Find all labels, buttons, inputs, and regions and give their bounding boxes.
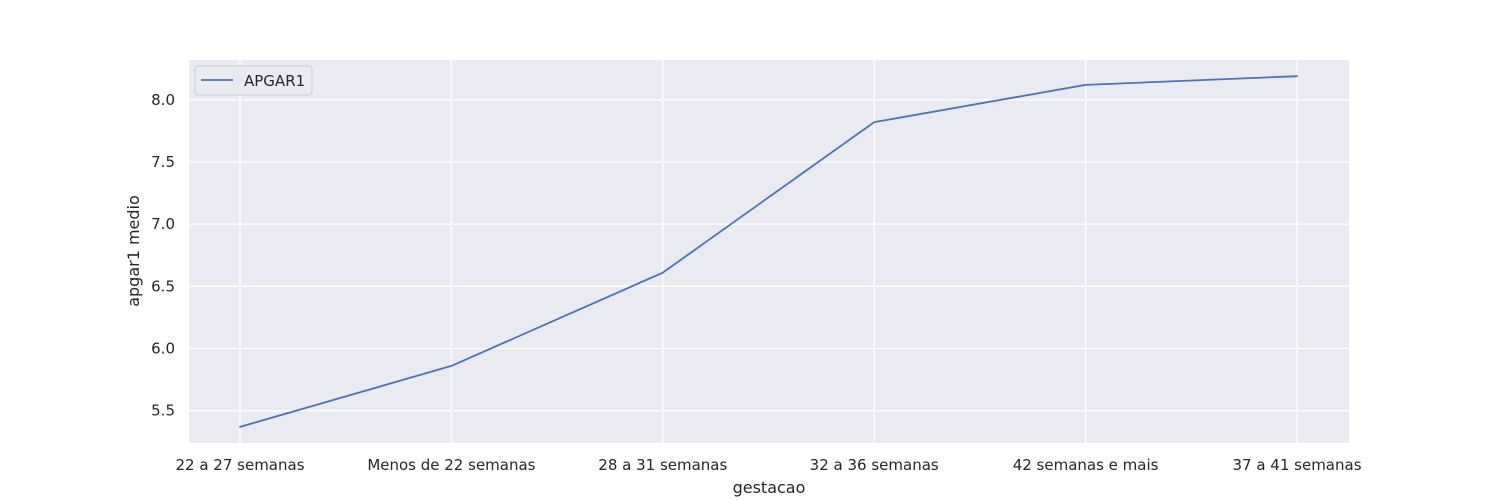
y-axis-label: apgar1 medio — [124, 195, 143, 307]
series-line-apgar1 — [239, 75, 1298, 428]
y-tick-label: 8.0 — [151, 91, 175, 109]
x-tick-label: 42 semanas e mais — [1013, 456, 1159, 474]
ticks-layer: 5.5 6.0 6.5 7.0 7.5 8.0 22 a 27 semanas Menos d… — [151, 91, 1362, 474]
x-tick-label: Menos de 22 semanas — [367, 456, 535, 474]
x-tick-label: 28 a 31 semanas — [598, 456, 727, 474]
y-tick-label: 6.5 — [151, 277, 175, 295]
x-tick-label: 37 a 41 semanas — [1232, 456, 1361, 474]
y-tick-label: 7.0 — [151, 215, 175, 233]
x-axis-label: gestacao — [733, 478, 806, 497]
x-tick-label: 22 a 27 semanas — [175, 456, 304, 474]
legend: APGAR1 — [194, 65, 313, 96]
legend-frame — [194, 65, 313, 96]
legend-label-apgar1: APGAR1 — [244, 72, 305, 90]
y-tick-label: 6.0 — [151, 339, 175, 357]
y-tick-label: 7.5 — [151, 153, 175, 171]
y-tick-label: 5.5 — [151, 402, 175, 420]
grid-layer — [189, 60, 1349, 443]
x-tick-label: 32 a 36 semanas — [810, 456, 939, 474]
plot-area — [189, 60, 1349, 443]
series-layer — [239, 75, 1298, 428]
